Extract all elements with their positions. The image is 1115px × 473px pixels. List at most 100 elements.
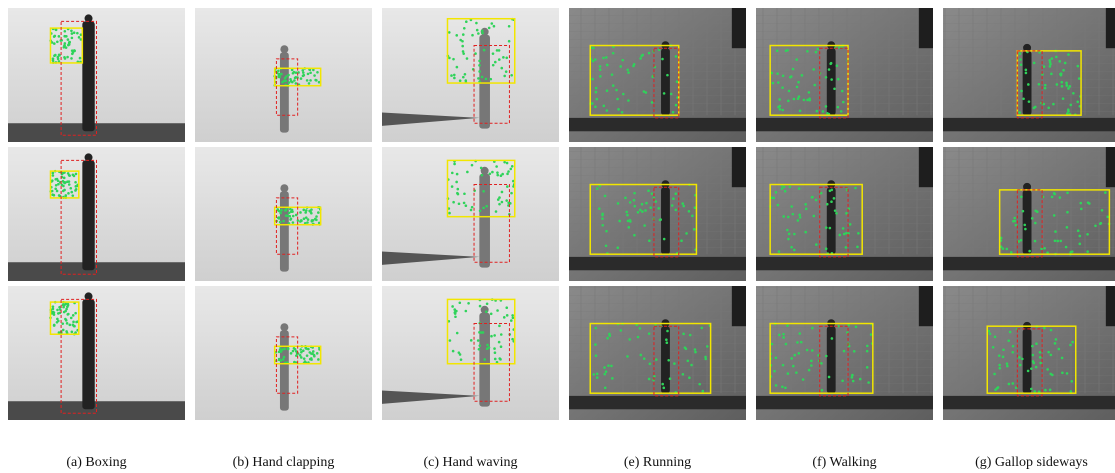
feature-point	[1035, 366, 1038, 369]
pavement	[756, 396, 933, 409]
feature-point	[51, 190, 54, 193]
feature-point	[306, 79, 309, 82]
feature-point	[459, 353, 462, 356]
person	[1023, 190, 1032, 254]
feature-point	[1027, 370, 1030, 373]
feature-point	[460, 358, 463, 361]
feature-point	[1066, 192, 1069, 195]
feature-point	[280, 209, 283, 212]
feature-point	[73, 175, 76, 178]
feature-point	[63, 304, 66, 307]
feature-point	[68, 174, 71, 177]
feature-point	[835, 212, 838, 215]
image-grid	[8, 8, 1115, 420]
feature-point	[778, 98, 781, 101]
feature-point	[833, 197, 836, 200]
feature-point	[605, 370, 608, 373]
feature-point	[300, 77, 303, 80]
caption: (a) Boxing	[66, 455, 126, 470]
feature-point	[449, 339, 452, 342]
feature-point	[1079, 202, 1082, 205]
feature-point	[278, 210, 281, 213]
image-panel	[382, 147, 559, 281]
feature-point	[643, 357, 646, 360]
feature-point	[1030, 367, 1033, 370]
feature-point	[1076, 100, 1079, 103]
feature-point	[790, 246, 793, 249]
feature-point	[672, 111, 675, 114]
image-panel	[943, 286, 1115, 420]
feature-point	[685, 232, 688, 235]
feature-point	[771, 343, 774, 346]
feature-point	[1043, 103, 1046, 106]
feature-point	[829, 62, 832, 65]
feature-point	[62, 329, 65, 332]
feature-point	[506, 173, 509, 176]
dark-strip	[732, 286, 746, 326]
feature-point	[1064, 62, 1067, 65]
feature-point	[283, 356, 286, 359]
feature-point	[663, 92, 666, 95]
feature-point	[307, 218, 310, 221]
feature-point	[1028, 100, 1031, 103]
image-panel	[382, 286, 559, 420]
feature-point	[68, 324, 71, 327]
feature-point	[64, 35, 67, 38]
pavement	[943, 396, 1115, 409]
feature-point	[480, 167, 483, 170]
feature-point	[75, 173, 78, 176]
feature-point	[510, 74, 513, 77]
feature-point	[820, 192, 823, 195]
feature-point	[604, 387, 607, 390]
feature-point	[866, 366, 869, 369]
image-panel	[756, 286, 933, 420]
feature-point	[1061, 371, 1064, 374]
feature-point	[603, 373, 606, 376]
person	[82, 160, 94, 270]
feature-point	[453, 163, 456, 166]
feature-point	[72, 314, 75, 317]
feature-point	[778, 250, 781, 253]
feature-point	[626, 355, 629, 358]
feature-point	[1002, 247, 1005, 250]
image-panel	[195, 8, 372, 142]
feature-point	[1019, 364, 1022, 367]
feature-point	[1018, 111, 1021, 114]
feature-point	[488, 27, 491, 30]
feature-point	[836, 64, 839, 67]
feature-point	[303, 357, 306, 360]
feature-point	[505, 70, 508, 73]
feature-point	[1055, 338, 1058, 341]
brick-texture	[569, 147, 746, 254]
feature-point	[54, 35, 57, 38]
feature-point	[481, 29, 484, 32]
person	[82, 299, 94, 409]
feature-point	[1047, 106, 1050, 109]
feature-point	[292, 350, 295, 353]
feature-point	[457, 193, 460, 196]
person	[661, 187, 670, 254]
feature-point	[616, 98, 619, 101]
feature-point	[498, 196, 501, 199]
feature-point	[811, 327, 814, 330]
feature-point	[52, 174, 55, 177]
feature-point	[804, 203, 807, 206]
feature-point	[657, 207, 660, 210]
feature-point	[998, 367, 1001, 370]
feature-point	[665, 338, 668, 341]
feature-point	[488, 346, 491, 349]
feature-point	[856, 246, 859, 249]
feature-point	[489, 78, 492, 81]
feature-point	[72, 321, 75, 324]
feature-point	[782, 336, 785, 339]
feature-point	[66, 322, 69, 325]
feature-point	[309, 79, 312, 82]
feature-point	[462, 50, 465, 53]
feature-point	[462, 76, 465, 79]
feature-point	[292, 215, 295, 218]
feature-point	[612, 84, 615, 87]
feature-point	[1076, 65, 1079, 68]
feature-point	[1021, 358, 1024, 361]
feature-point	[1034, 222, 1037, 225]
feature-point	[1053, 214, 1056, 217]
